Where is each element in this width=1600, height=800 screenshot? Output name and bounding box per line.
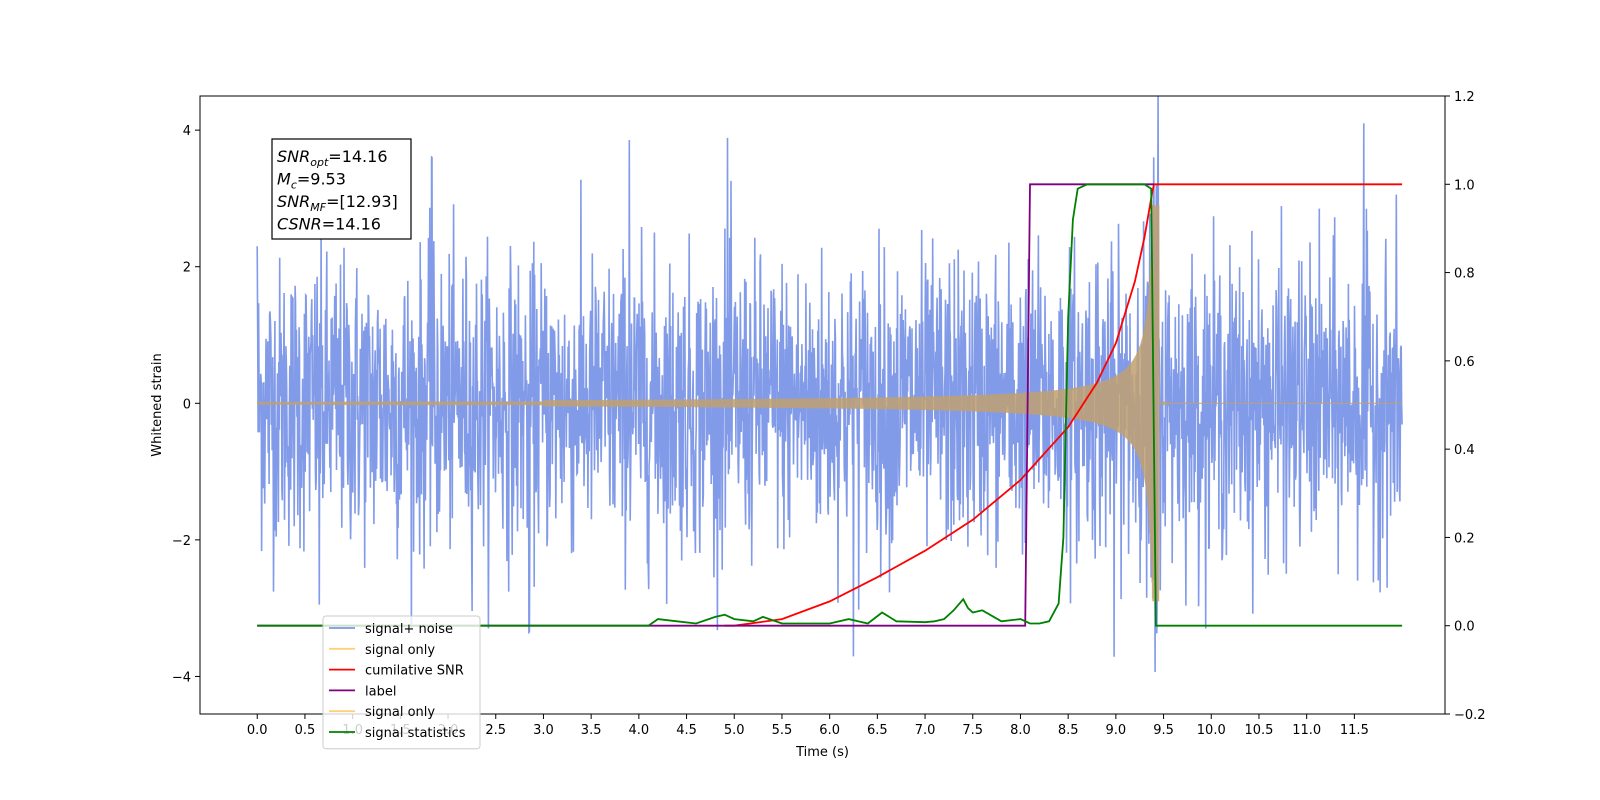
x-tick-label: 0.0 <box>247 723 268 738</box>
plot-area <box>256 96 1403 673</box>
y2-tick-label: 0.6 <box>1454 355 1475 370</box>
series-signal-statistics <box>257 183 1403 627</box>
x-axis-label: Time (s) <box>795 745 849 760</box>
annotation-line: Mc=9.53 <box>277 170 346 192</box>
plot-frame <box>199 95 1446 715</box>
y2-tick-label: 1.2 <box>1454 90 1475 105</box>
legend-label: label <box>365 684 396 699</box>
x-tick-label: 11.5 <box>1340 723 1369 738</box>
y-tick-label: 4 <box>183 124 191 139</box>
plot-clip <box>256 96 1403 673</box>
x-tick-label: 6.5 <box>867 723 888 738</box>
x-tick-label: 10.5 <box>1244 723 1273 738</box>
annotation-line: SNRopt=14.16 <box>277 147 388 169</box>
legend-label: signal only <box>365 705 435 720</box>
series-label <box>257 183 1154 627</box>
y2-tick-label: 0.8 <box>1454 267 1475 282</box>
annotation-line: SNRMF=[12.93] <box>277 192 398 214</box>
y-tick-label: 2 <box>183 261 191 276</box>
legend-label: signal only <box>365 643 435 658</box>
y2-tick-label: −0.2 <box>1454 708 1486 723</box>
x-tick-label: 8.0 <box>1010 723 1031 738</box>
x-tick-label: 3.5 <box>581 723 602 738</box>
y-axis-label: Whitened strain <box>150 353 165 456</box>
legend: signal+ noise signal only cumilative SNR la… <box>322 615 481 750</box>
series-signal-only <box>256 205 1403 602</box>
y-tick-label: 0 <box>183 397 191 412</box>
annotation-line: CSNR=14.16 <box>277 215 381 234</box>
x-tick-label: 5.5 <box>772 723 793 738</box>
legend-frame <box>322 615 481 750</box>
x-tick-label: 9.5 <box>1153 723 1174 738</box>
x-tick-label: 0.5 <box>295 723 316 738</box>
x-tick-label: 5.0 <box>724 723 745 738</box>
legend-label: cumilative SNR <box>365 664 464 679</box>
x-tick-label: 9.0 <box>1106 723 1127 738</box>
y2-tick-label: 0.0 <box>1454 620 1475 635</box>
x-tick-label: 2.5 <box>485 723 506 738</box>
x-tick-label: 8.5 <box>1058 723 1079 738</box>
legend-label: signal statistics <box>365 726 466 741</box>
y2-tick-label: 0.4 <box>1454 443 1475 458</box>
annotation-box: SNRopt=14.16Mc=9.53SNRMF=[12.93]CSNR=14.… <box>271 138 412 240</box>
x-tick-label: 7.0 <box>915 723 936 738</box>
x-tick-label: 4.5 <box>676 723 697 738</box>
y2-tick-label: 1.0 <box>1454 178 1475 193</box>
x-tick-label: 7.5 <box>962 723 983 738</box>
x-tick-label: 10.0 <box>1197 723 1226 738</box>
annotation-frame <box>271 138 412 240</box>
series-signal-noise <box>256 96 1403 673</box>
x-tick-label: 3.0 <box>533 723 554 738</box>
y-tick-label: −4 <box>172 670 191 685</box>
legend-label: signal+ noise <box>365 622 453 637</box>
x-tick-label: 11.0 <box>1292 723 1321 738</box>
y-tick-label: −2 <box>172 534 191 549</box>
y2-tick-label: 0.2 <box>1454 531 1475 546</box>
series-cumilative-SNR <box>724 183 1403 627</box>
x-tick-label: 4.0 <box>629 723 650 738</box>
x-tick-label: 6.0 <box>819 723 840 738</box>
